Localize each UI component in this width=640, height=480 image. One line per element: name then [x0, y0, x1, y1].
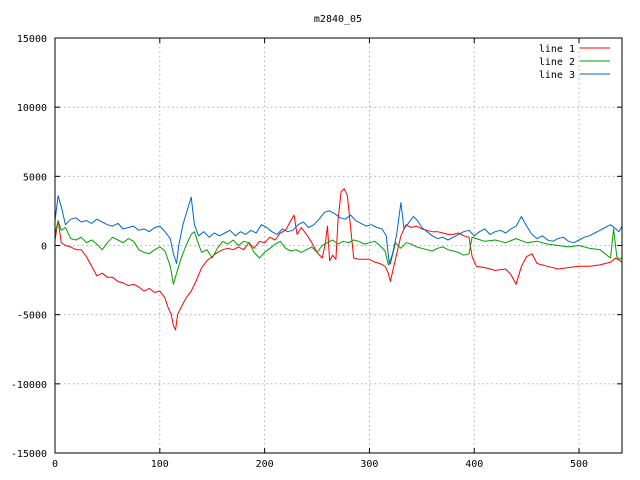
- x-tick-label: 300: [360, 459, 378, 470]
- axes: 0 100 200 300 400 500 -15000 -10000 -5000 0 5000 10…: [11, 34, 622, 470]
- y-tick-label: -10000: [11, 380, 47, 391]
- series-line-3: [54, 195, 623, 264]
- series-lines: [54, 188, 623, 331]
- y-tick-label: -15000: [11, 449, 47, 460]
- series-line-2: [54, 220, 623, 285]
- y-tick-label: 0: [41, 242, 47, 253]
- x-tick-label: 0: [52, 459, 58, 470]
- y-tick-label: 10000: [17, 103, 47, 114]
- legend-label: line 3: [539, 70, 575, 81]
- x-tick-label: 100: [151, 459, 169, 470]
- legend: line 1 line 2 line 3: [539, 44, 610, 81]
- y-tick-label: 15000: [17, 34, 47, 45]
- legend-label: line 1: [539, 44, 575, 55]
- x-tick-label: 500: [570, 459, 588, 470]
- chart-title: m2840_05: [314, 14, 362, 25]
- legend-label: line 2: [539, 57, 575, 68]
- y-tick-label: 5000: [23, 172, 47, 183]
- series-line-1: [54, 188, 623, 331]
- x-tick-label: 400: [465, 459, 483, 470]
- gridlines: [55, 38, 622, 453]
- y-tick-label: -5000: [17, 311, 47, 322]
- x-tick-label: 200: [256, 459, 274, 470]
